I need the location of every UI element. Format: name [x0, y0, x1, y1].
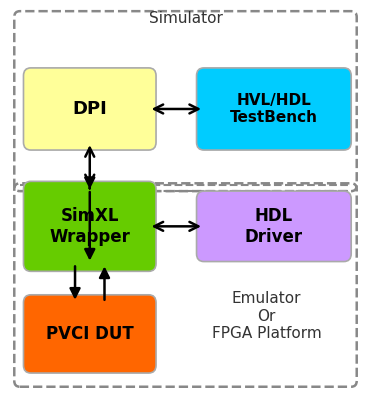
Text: Emulator
Or
FPGA Platform: Emulator Or FPGA Platform: [211, 292, 321, 341]
Text: HDL
Driver: HDL Driver: [245, 207, 303, 246]
FancyBboxPatch shape: [23, 295, 156, 373]
FancyBboxPatch shape: [23, 181, 156, 271]
Text: Simulator: Simulator: [148, 11, 223, 26]
Text: DPI: DPI: [72, 100, 107, 118]
Text: SimXL
Wrapper: SimXL Wrapper: [49, 207, 130, 246]
FancyBboxPatch shape: [197, 191, 351, 262]
FancyBboxPatch shape: [23, 68, 156, 150]
Text: PVCI DUT: PVCI DUT: [46, 325, 134, 343]
FancyBboxPatch shape: [197, 68, 351, 150]
Text: HVL/HDL
TestBench: HVL/HDL TestBench: [230, 93, 318, 125]
